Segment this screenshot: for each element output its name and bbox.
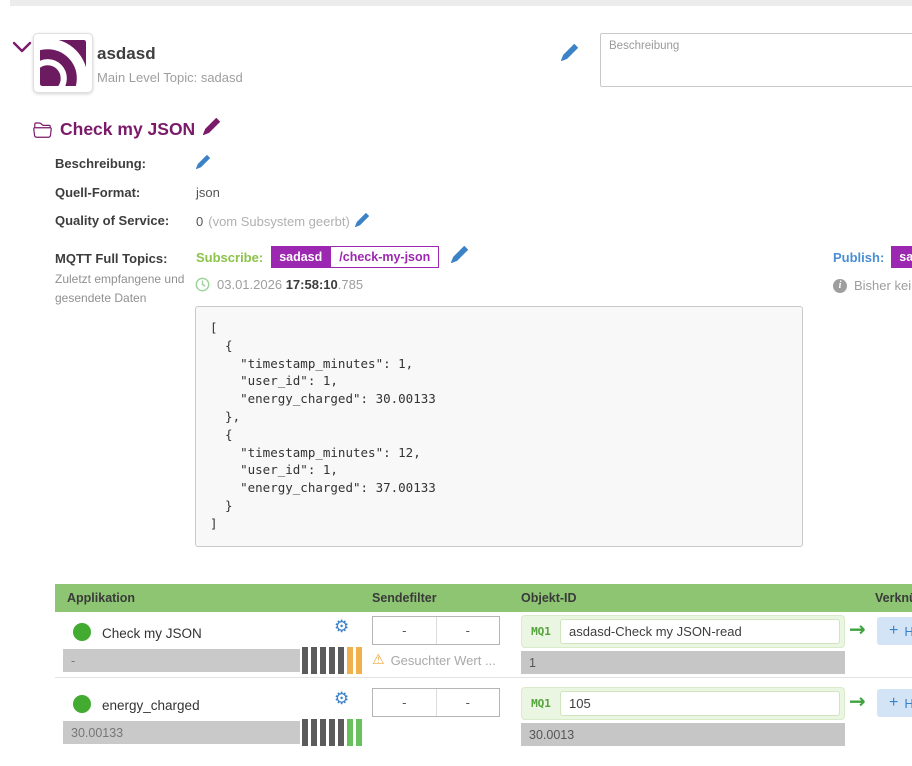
edit-description-button[interactable]	[196, 155, 210, 174]
qos-label: Quality of Service:	[55, 213, 170, 228]
add-link-button[interactable]: + Hinzufügen	[877, 689, 912, 717]
application-name: Check my JSON	[102, 626, 202, 641]
column-header-links: Verknüpfungen	[875, 591, 912, 605]
subscribe-label: Subscribe:	[196, 249, 264, 265]
qos-note: (vom Subsystem geerbt)	[208, 214, 350, 229]
edit-qos-button[interactable]	[354, 213, 369, 230]
filter-min-field[interactable]: -	[402, 623, 407, 638]
filter-max-field[interactable]: -	[435, 617, 500, 644]
publish-info-row: i Bisher kein	[833, 278, 912, 293]
add-link-label: Hinzufügen	[904, 695, 912, 711]
last-received-timestamp: 03.01.2026 17:58:10.785	[195, 277, 363, 292]
current-value-bar: -	[63, 649, 300, 672]
source-format-label: Quell-Format:	[55, 185, 141, 200]
info-icon: i	[833, 278, 847, 293]
object-id-field-group: MQ1	[521, 615, 845, 648]
filter-max-field[interactable]: -	[435, 689, 500, 716]
arrow-right-icon: →	[849, 617, 866, 641]
edit-icon	[203, 118, 221, 135]
warning-text: Gesuchter Wert ...	[390, 652, 496, 668]
column-header-send-filter: Sendefilter	[372, 591, 437, 605]
column-header-application: Applikation	[67, 591, 136, 605]
warning-icon: ⚠	[372, 652, 385, 668]
object-id-field-group: MQ1	[521, 687, 845, 720]
edit-subscribe-topic-button[interactable]	[439, 246, 469, 268]
application-link-table: Applikation Sendefilter Objekt-ID Verknü…	[55, 584, 912, 766]
top-toolbar-strip	[10, 0, 912, 6]
timestamp-time: 17:58:10	[285, 277, 338, 292]
edit-icon	[561, 44, 578, 61]
subscribe-topic-row: Subscribe: sadasd /check-my-json	[196, 246, 469, 268]
add-link-button[interactable]: + Hinzufügen	[877, 617, 912, 645]
table-header-row: Applikation Sendefilter Objekt-ID Verknü…	[55, 584, 912, 612]
gear-icon[interactable]: ⚙	[334, 617, 350, 637]
history-bars	[302, 719, 362, 746]
object-id-input[interactable]	[560, 619, 840, 644]
edit-title-button[interactable]	[561, 44, 578, 66]
mqtt-topics-note: Zuletzt empfangene und gesendete Daten	[55, 272, 185, 305]
filter-warning: ⚠ Gesuchter Wert ...	[372, 652, 496, 668]
mq-badge: MQ1	[531, 697, 551, 710]
status-dot	[73, 623, 91, 641]
timestamp-millis: .785	[337, 277, 364, 292]
object-id-input[interactable]	[560, 691, 840, 716]
timestamp-date: 03.01.2026	[217, 277, 283, 292]
edit-topic-button[interactable]	[203, 118, 221, 140]
page-subtitle: Main Level Topic: sadasd	[97, 70, 243, 85]
column-header-object-id: Objekt-ID	[521, 591, 577, 605]
object-value-bar: 1	[521, 651, 845, 674]
mqtt-topics-label: MQTT Full Topics:	[55, 251, 168, 266]
object-value-bar: 30.0013	[521, 723, 845, 746]
gear-icon[interactable]: ⚙	[334, 689, 350, 709]
qos-value-row: 0 (vom Subsystem geerbt)	[196, 213, 369, 230]
history-bars	[302, 647, 362, 674]
rss-icon	[40, 40, 86, 86]
source-format-value: json	[196, 185, 220, 200]
table-row: energy_charged ⚙ - - MQ1 → + Hinzufügen …	[55, 678, 912, 766]
publish-info-text: Bisher kein	[854, 278, 912, 293]
timestamp-text: 03.01.2026 17:58:10.785	[217, 277, 363, 292]
publish-topic-badge: sadasd	[891, 246, 912, 268]
mq-badge: MQ1	[531, 625, 551, 638]
topic-section-header: Check my JSON	[33, 118, 221, 140]
add-link-label: Hinzufügen	[904, 623, 912, 639]
current-value-bar: 30.00133	[63, 721, 300, 744]
table-row: Check my JSON ⚙ - - MQ1 → + Hinzufügen -…	[55, 612, 912, 678]
chevron-down-icon[interactable]	[12, 40, 32, 54]
publish-topic-row: Publish: sadasd	[833, 246, 912, 268]
qos-value: 0	[196, 214, 204, 229]
subscribe-topic-badge: sadasd	[271, 246, 331, 268]
send-filter-box: - -	[372, 688, 500, 717]
topic-title: Check my JSON	[60, 118, 196, 139]
status-dot	[73, 695, 91, 713]
publish-label: Publish:	[833, 249, 885, 265]
topic-avatar-card	[33, 33, 93, 93]
plus-icon: +	[889, 622, 899, 639]
folder-open-icon	[33, 121, 52, 138]
edit-icon	[354, 213, 369, 227]
payload-json: [ { "timestamp_minutes": 1, "user_id": 1…	[210, 320, 436, 531]
plus-icon: +	[889, 694, 899, 711]
clock-icon	[195, 277, 210, 292]
edit-icon	[196, 155, 210, 169]
payload-code-block: [ { "timestamp_minutes": 1, "user_id": 1…	[195, 306, 803, 547]
page-title: asdasd	[97, 44, 156, 63]
subscribe-topic-path: /check-my-json	[330, 246, 440, 268]
arrow-right-icon: →	[849, 689, 866, 713]
application-name: energy_charged	[102, 698, 200, 713]
send-filter-box: - -	[372, 616, 500, 645]
description-field-label: Beschreibung:	[55, 156, 147, 171]
edit-icon	[451, 246, 469, 263]
description-textarea[interactable]	[600, 33, 912, 87]
filter-min-field[interactable]: -	[402, 695, 407, 710]
